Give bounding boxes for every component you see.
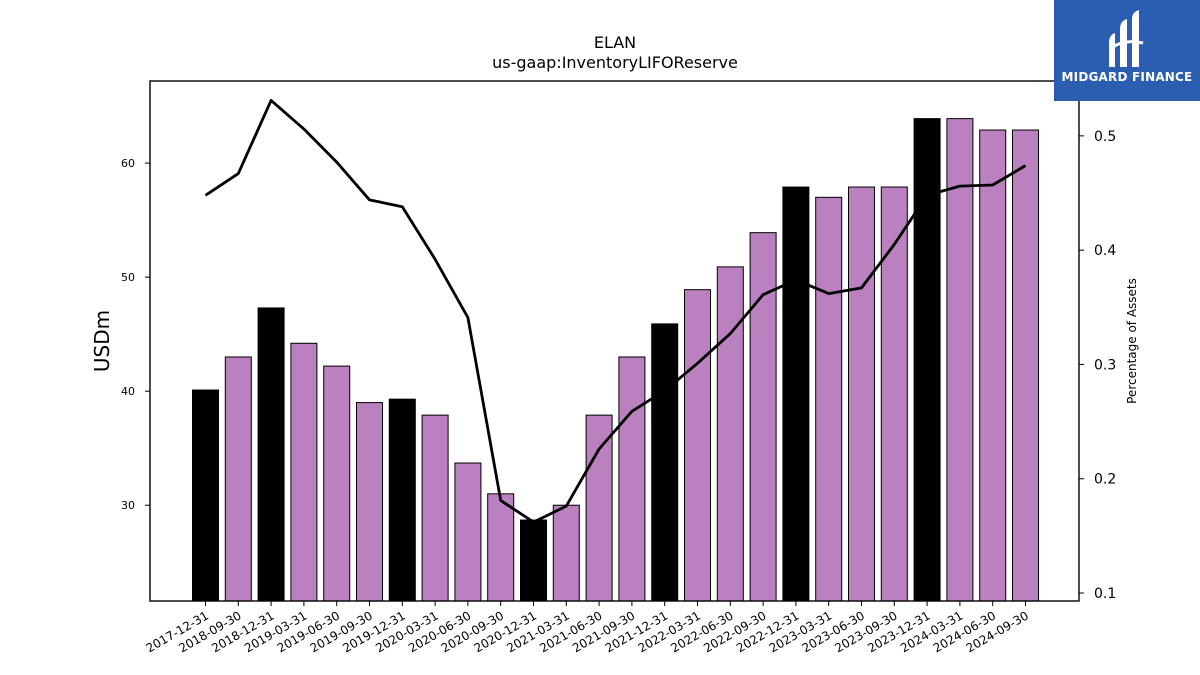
bar-2017-12-31 <box>192 389 219 602</box>
bar-2022-12-31 <box>782 186 810 602</box>
y2-tick-label: 0.2 <box>1094 472 1116 488</box>
midgard-logo-icon <box>1109 10 1144 67</box>
chart-title: ELAN <box>594 33 636 52</box>
y-axis-label: USDm <box>90 310 114 372</box>
y2-tick-label: 0.3 <box>1094 357 1116 373</box>
bar-2018-09-30 <box>224 356 252 602</box>
bar-2019-03-31 <box>290 342 318 602</box>
bar-2022-06-30 <box>716 266 744 602</box>
bar-2023-09-30 <box>880 186 908 602</box>
bar-2023-03-31 <box>815 196 843 602</box>
y-tick-label: 30 <box>121 499 135 512</box>
bar-2019-06-30 <box>323 365 351 602</box>
bar-2023-06-30 <box>848 186 875 602</box>
chart-subtitle: us-gaap:InventoryLIFOReserve <box>492 53 738 72</box>
x-axis: 2017-12-312018-09-302018-12-312019-03-31… <box>144 601 1031 655</box>
brand-name: MIDGARD FINANCE <box>1061 70 1193 84</box>
bar-2020-09-30 <box>487 493 515 602</box>
bar-2020-12-31 <box>520 519 547 602</box>
bar-2020-06-30 <box>454 462 482 602</box>
bar-2022-09-30 <box>749 232 777 602</box>
plot-frame <box>149 80 1080 602</box>
bar-2019-09-30 <box>356 402 383 602</box>
y-tick-label: 50 <box>121 271 135 284</box>
bar-2018-12-31 <box>257 307 285 602</box>
y2-axis-label: Percentage of Assets <box>1125 278 1139 404</box>
y2-tick-label: 0.5 <box>1094 129 1116 145</box>
bar-2020-03-31 <box>421 414 449 602</box>
y-axis-right: 0.1 0.2 0.3 0.4 0.5 <box>1079 129 1116 602</box>
bar-2024-03-31 <box>946 118 974 602</box>
percentage-of-assets-line <box>204 99 1027 524</box>
y-tick-label: 60 <box>121 157 135 170</box>
bar-2019-12-31 <box>388 398 416 602</box>
brand-logo: MIDGARD FINANCE <box>1054 0 1200 101</box>
bar-2022-03-31 <box>684 289 711 602</box>
y2-tick-label: 0.1 <box>1094 586 1116 602</box>
bar-series <box>192 118 1039 602</box>
bar-2023-12-31 <box>913 118 941 602</box>
y-axis-left: 30 40 50 60 <box>121 157 150 512</box>
bar-2021-09-30 <box>618 356 646 602</box>
y-tick-label: 40 <box>121 385 135 398</box>
bar-2021-12-31 <box>651 323 679 602</box>
bar-2024-09-30 <box>1012 129 1039 602</box>
bar-2021-06-30 <box>585 414 613 602</box>
bar-2024-06-30 <box>979 129 1007 602</box>
bar-2021-03-31 <box>552 504 580 602</box>
y2-tick-label: 0.4 <box>1094 243 1116 259</box>
line-series <box>204 99 1027 524</box>
